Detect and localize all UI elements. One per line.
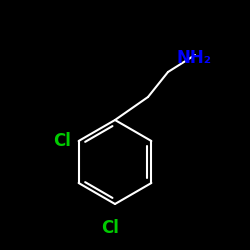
Text: NH₂: NH₂	[176, 49, 211, 67]
Text: Cl: Cl	[101, 219, 119, 237]
Text: Cl: Cl	[53, 132, 71, 150]
